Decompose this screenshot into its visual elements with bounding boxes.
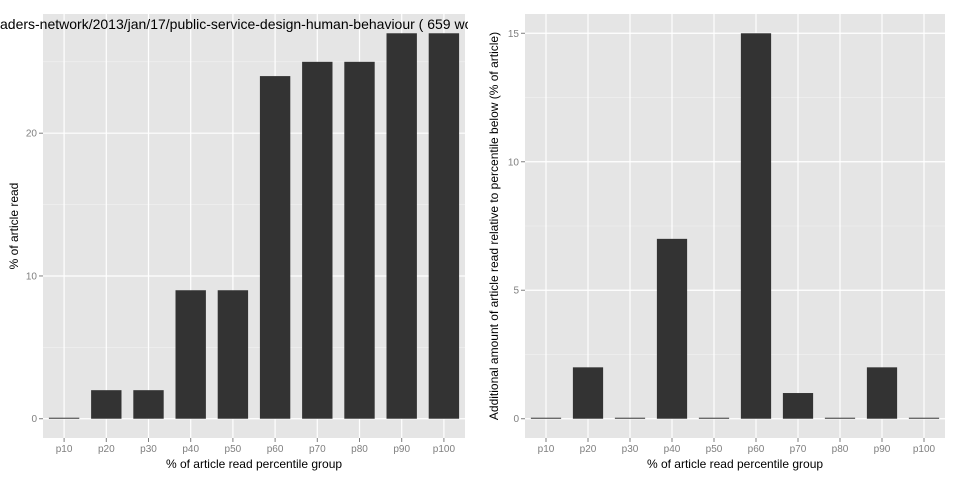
bar-p20	[91, 390, 122, 419]
x-tick-label-p80: p80	[351, 444, 368, 455]
bar-p80	[824, 417, 856, 419]
bar-p60	[740, 33, 772, 419]
bar-p30	[614, 417, 646, 419]
bar-p60	[259, 76, 291, 419]
bar-p90	[386, 33, 417, 419]
x-tick-label-p40: p40	[664, 444, 681, 455]
x-tick-label-p70: p70	[309, 444, 326, 455]
bar-p50	[217, 290, 249, 419]
x-tick-label-p10: p10	[538, 444, 555, 455]
bar-p100	[908, 417, 940, 419]
x-tick-label-p30: p30	[140, 444, 157, 455]
y-tick-label: 0	[513, 414, 519, 425]
x-tick-label-p70: p70	[790, 444, 807, 455]
y-axis-title: % of article read	[7, 183, 21, 270]
bar-p20	[572, 367, 604, 419]
x-axis-title: % of article read percentile group	[647, 457, 823, 471]
bar-p10	[48, 417, 80, 419]
y-axis-title: Additional amount of article read relati…	[487, 32, 501, 420]
bar-p80	[344, 61, 375, 419]
x-axis-title: % of article read percentile group	[166, 457, 342, 471]
bar-p10	[530, 417, 562, 419]
bar-p50	[698, 417, 730, 419]
y-tick-label: 10	[508, 157, 520, 168]
y-tick-label: 15	[508, 29, 520, 40]
x-tick-label-p100: p100	[433, 444, 456, 455]
bar-p100	[428, 33, 460, 419]
y-tick-label: 0	[31, 414, 37, 425]
x-tick-label-p10: p10	[56, 444, 73, 455]
x-tick-label-p20: p20	[580, 444, 597, 455]
x-tick-label-p40: p40	[182, 444, 199, 455]
x-tick-label-p50: p50	[706, 444, 723, 455]
bar-p90	[866, 367, 898, 419]
x-tick-label-p30: p30	[622, 444, 639, 455]
x-tick-label-p80: p80	[832, 444, 849, 455]
chart-left: 0 10 20 p10 p20 p30 p40 p50 p60 p70 p80 p90 p100 % of…	[0, 14, 473, 471]
bar-p70	[302, 61, 333, 419]
x-tick-label-p50: p50	[225, 444, 242, 455]
plot-title: aders-network/2013/jan/17/public-service…	[0, 16, 473, 32]
x-tick-label-p90: p90	[874, 444, 891, 455]
y-tick-label: 10	[26, 271, 38, 282]
x-tick-label-p90: p90	[393, 444, 410, 455]
y-tick-label: 20	[26, 129, 38, 140]
bar-p40	[656, 238, 688, 419]
bar-p70	[782, 393, 814, 419]
bar-p40	[175, 290, 206, 419]
chart-right: 0 5 10 15 p10 p20 p30 p40 p50 p60 p70 p80 p90 p100 % o…	[487, 14, 945, 471]
x-tick-label-p20: p20	[98, 444, 115, 455]
y-tick-label: 5	[513, 286, 519, 297]
bar-p30	[133, 390, 164, 419]
x-tick-label-p60: p60	[267, 444, 284, 455]
x-tick-label-p100: p100	[913, 444, 936, 455]
x-tick-label-p60: p60	[748, 444, 765, 455]
